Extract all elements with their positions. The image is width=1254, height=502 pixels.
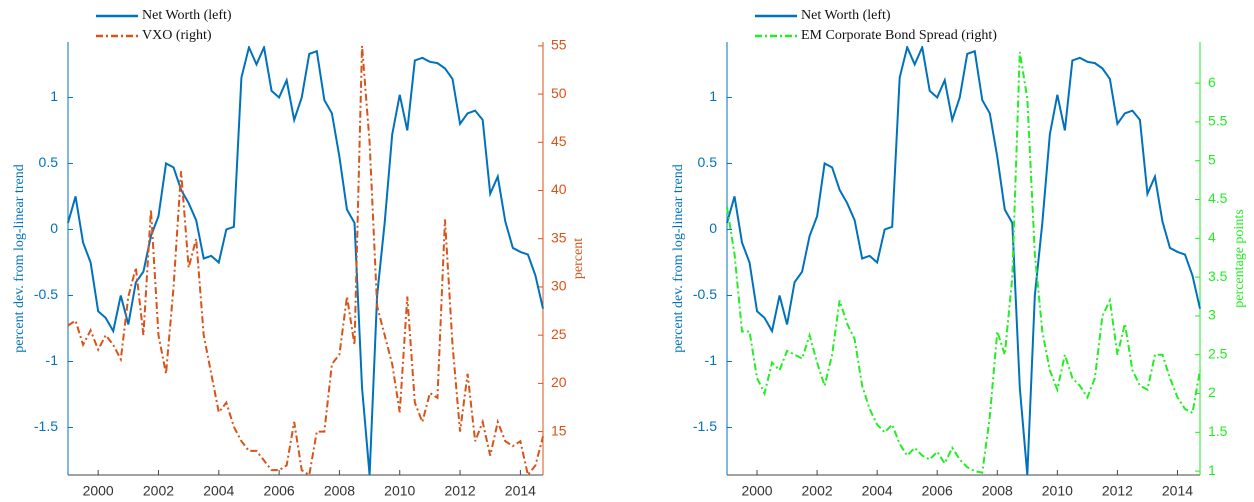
x-tick-label: 2006 (264, 483, 295, 499)
y2-tick-label: 1 (1208, 462, 1216, 478)
x-tick-label: 2000 (741, 483, 772, 499)
y2-tick-label: 55 (551, 37, 567, 53)
x-tick-label: 2008 (982, 483, 1013, 499)
y-tick-label: -1.5 (693, 418, 717, 434)
y-tick-label: 0 (709, 220, 717, 236)
y2-tick-label: 45 (551, 133, 567, 149)
y2-tick-label: 5 (1208, 151, 1216, 167)
y2-tick-label: 2.5 (1208, 345, 1228, 361)
y2-tick-label: 2 (1208, 384, 1216, 400)
y2-tick-label: 20 (551, 374, 567, 390)
legend-label: VXO (right) (142, 28, 212, 43)
y2-tick-label: 5.5 (1208, 113, 1228, 129)
y-tick-label: 0.5 (39, 154, 59, 170)
x-tick-label: 2004 (203, 483, 234, 499)
series-line (67, 43, 544, 476)
x-tick-label: 2004 (862, 483, 893, 499)
x-tick-label: 2006 (922, 483, 953, 499)
x-tick-label: 2008 (324, 483, 355, 499)
legend-box (751, 6, 1001, 46)
y-tick-label: 0 (50, 220, 58, 236)
y2-tick-label: 4.5 (1208, 190, 1228, 206)
y2-tick-label: 3.5 (1208, 268, 1228, 284)
y-tick-label: -1 (46, 352, 59, 368)
y-axis-label: percent dev. from log-linear trend (12, 164, 27, 352)
legend-label: Net Worth (left) (801, 8, 891, 23)
y2-axis-label: percent (571, 238, 586, 279)
series-line (726, 51, 1201, 474)
y-tick-label: -1.5 (34, 418, 58, 434)
series-line (726, 43, 1201, 476)
y-tick-label: 1 (50, 88, 58, 104)
x-tick-label: 2010 (1042, 483, 1073, 499)
x-tick-label: 2012 (1102, 483, 1133, 499)
x-tick-label: 2000 (83, 483, 114, 499)
y2-tick-label: 1.5 (1208, 423, 1228, 439)
y2-tick-label: 25 (551, 326, 567, 342)
y2-tick-label: 30 (551, 278, 567, 294)
y2-tick-label: 15 (551, 422, 567, 438)
series-line (67, 45, 544, 478)
y-tick-label: -0.5 (34, 286, 58, 302)
x-tick-label: 2014 (1162, 483, 1193, 499)
x-tick-label: 2002 (143, 483, 174, 499)
y-tick-label: -1 (705, 352, 718, 368)
x-tick-label: 2014 (505, 483, 536, 499)
y2-tick-label: 50 (551, 85, 567, 101)
y2-axis-label: percentage points (1232, 209, 1247, 307)
y2-tick-label: 3 (1208, 307, 1216, 323)
y-tick-label: 1 (709, 88, 717, 104)
legend-label: Net Worth (left) (142, 8, 232, 23)
y2-tick-label: 6 (1208, 74, 1216, 90)
y-axis-label: percent dev. from log-linear trend (671, 164, 686, 352)
legend-box (92, 6, 342, 46)
x-tick-label: 2002 (802, 483, 833, 499)
legend-label: EM Corporate Bond Spread (right) (801, 28, 997, 43)
x-tick-label: 2010 (384, 483, 415, 499)
y2-tick-label: 40 (551, 181, 567, 197)
x-tick-label: 2012 (444, 483, 475, 499)
y2-tick-label: 4 (1208, 229, 1216, 245)
y2-tick-label: 35 (551, 229, 567, 245)
y-tick-label: 0.5 (698, 154, 718, 170)
y-tick-label: -0.5 (693, 286, 717, 302)
